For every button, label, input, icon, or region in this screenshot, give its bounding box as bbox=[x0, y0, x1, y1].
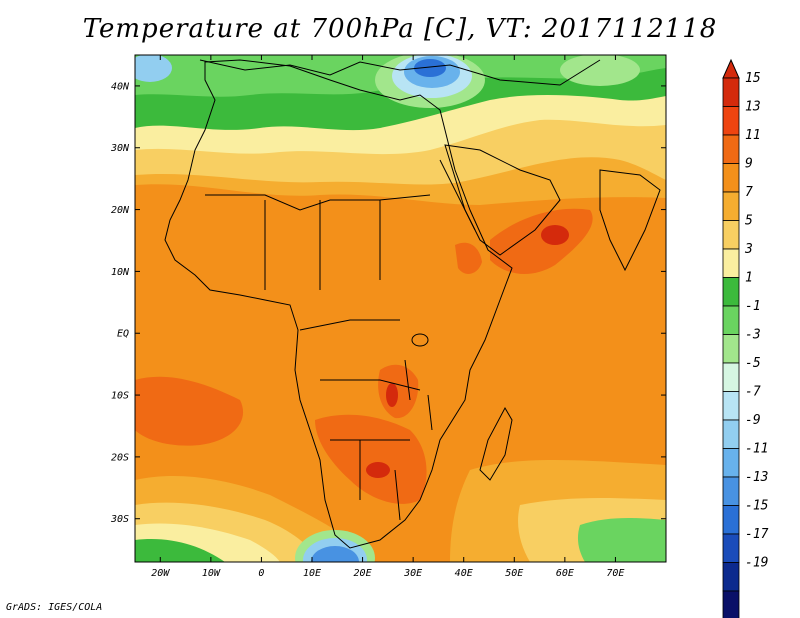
colorbar-swatch bbox=[722, 476, 740, 506]
lon-tick-label: 30E bbox=[403, 568, 422, 579]
colorbar-swatch bbox=[722, 590, 740, 618]
warm-central-africa bbox=[378, 364, 419, 419]
colorbar-label: 11 bbox=[745, 128, 761, 143]
india-coastline bbox=[599, 169, 661, 272]
coastlines bbox=[164, 59, 661, 549]
warm-southern-africa bbox=[315, 414, 427, 504]
red-sea-line bbox=[439, 159, 476, 231]
lon-tick-label: 0 bbox=[258, 568, 264, 579]
lon-tick-label: 50E bbox=[505, 568, 523, 579]
colorbar-label: -7 bbox=[745, 385, 761, 400]
madagascar-coastline bbox=[479, 406, 513, 481]
colorbar-swatch bbox=[722, 562, 740, 592]
lon-tick-label: 10E bbox=[303, 568, 321, 579]
colorbar-label: 1 bbox=[745, 271, 753, 286]
africa-coastline bbox=[164, 59, 513, 549]
lon-tick-label: 20E bbox=[354, 568, 372, 579]
colorbar-label: 9 bbox=[745, 157, 753, 172]
colorbar-label: 13 bbox=[745, 100, 761, 115]
colorbar-swatch bbox=[722, 533, 740, 563]
plot-frame bbox=[134, 54, 667, 563]
colorbar: 15 13 11 9 7 5 3 1 -1 -3 -5 -7 -9 -11 -13 -15 -17 -19 bbox=[722, 58, 769, 618]
colorbar-label: -1 bbox=[745, 299, 761, 314]
contour-1-3-se bbox=[577, 517, 666, 562]
colorbar-label: -5 bbox=[745, 356, 761, 371]
warm-arabian-sea bbox=[490, 208, 593, 275]
hot-arabian-sea bbox=[541, 225, 569, 245]
colorbar-swatch bbox=[722, 334, 740, 364]
colorbar-label: -19 bbox=[745, 556, 768, 571]
lake-tanganyika bbox=[404, 359, 411, 401]
lon-tick-label: 10W bbox=[202, 568, 221, 579]
colorbar-label: -17 bbox=[745, 527, 769, 542]
colorbar-swatch bbox=[722, 448, 740, 478]
warm-ethiopia bbox=[455, 242, 482, 274]
cold-pocket-turkey-core bbox=[414, 59, 446, 77]
colorbar-label: 3 bbox=[744, 242, 753, 257]
lat-tick-label: 40N bbox=[111, 81, 130, 92]
colorbar-label: 15 bbox=[745, 71, 761, 86]
colorbar-label: -11 bbox=[745, 442, 768, 457]
hot-zambia bbox=[386, 383, 398, 407]
lon-tick-label: 20W bbox=[151, 568, 170, 579]
lat-tick-label: 30S bbox=[110, 514, 129, 525]
colorbar-label: 7 bbox=[745, 185, 753, 200]
colorbar-label: -3 bbox=[745, 328, 761, 343]
latitude-axis: 40N 30N 20N 10N EQ 10S 20S 30S bbox=[110, 81, 666, 525]
lat-tick-label: 20S bbox=[111, 452, 129, 463]
colorbar-swatch bbox=[722, 419, 740, 449]
colorbar-swatch bbox=[722, 305, 740, 335]
colorbar-swatch bbox=[722, 277, 740, 307]
lon-tick-label: 70E bbox=[606, 568, 624, 579]
colorbar-label: -9 bbox=[745, 413, 761, 428]
colorbar-label: -13 bbox=[745, 470, 768, 485]
colorbar-swatch bbox=[722, 505, 740, 535]
colorbar-top-arrow bbox=[722, 58, 740, 79]
cold-pocket-ne bbox=[560, 55, 640, 86]
longitude-axis: 20W 10W 0 10E 20E 30E 40E 50E 60E 70E bbox=[151, 55, 624, 579]
colorbar-label: 5 bbox=[745, 214, 753, 229]
colorbar-swatch bbox=[722, 391, 740, 421]
colorbar-swatch bbox=[722, 163, 740, 193]
lat-tick-label: 10S bbox=[111, 391, 129, 402]
lake-malawi bbox=[427, 394, 433, 431]
colorbar-swatch bbox=[722, 191, 740, 221]
colorbar-swatch bbox=[722, 106, 740, 136]
border-lines bbox=[205, 194, 431, 521]
colorbar-swatch bbox=[722, 220, 740, 250]
warm-atlantic-south bbox=[135, 376, 244, 446]
map-title: Temperature at 700hPa [C], VT: 201711211… bbox=[82, 14, 718, 44]
hot-southern-africa bbox=[366, 462, 390, 478]
lat-tick-label: 20N bbox=[111, 205, 130, 216]
colorbar-swatch bbox=[722, 362, 740, 392]
cold-pocket-south-inner bbox=[311, 546, 359, 562]
lake-victoria bbox=[411, 333, 429, 347]
cold-pocket-nw bbox=[135, 55, 172, 82]
grads-credit: GrADS: IGES/COLA bbox=[6, 602, 103, 613]
temperature-field bbox=[135, 55, 666, 562]
lat-tick-label: EQ bbox=[117, 329, 129, 340]
europe-coastline bbox=[199, 59, 601, 86]
colorbar-swatch bbox=[722, 248, 740, 278]
lon-tick-label: 60E bbox=[556, 568, 574, 579]
colorbar-label: -15 bbox=[745, 499, 769, 514]
lat-tick-label: 30N bbox=[110, 143, 130, 154]
colorbar-swatch bbox=[722, 134, 740, 164]
contour-1-3-south bbox=[135, 539, 225, 562]
colorbar-swatch bbox=[722, 77, 740, 107]
lat-tick-label: 10N bbox=[111, 267, 130, 278]
lon-tick-label: 40E bbox=[455, 568, 473, 579]
